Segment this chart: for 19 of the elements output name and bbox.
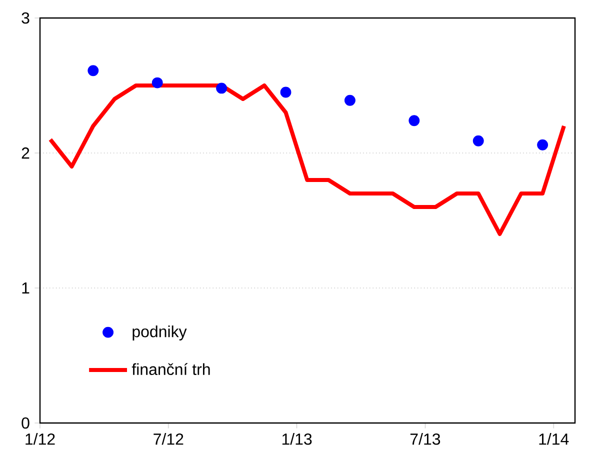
point <box>152 77 163 88</box>
point <box>408 115 420 126</box>
point <box>88 65 99 76</box>
y-tick-label: 3 <box>22 12 30 24</box>
x-tick-label: 7/13 <box>410 433 440 445</box>
y-tick-label: 2 <box>22 147 30 159</box>
point <box>472 135 484 146</box>
x-tick-label: 1/13 <box>282 433 312 445</box>
legend-label: finanční trh <box>132 363 210 376</box>
x-tick-label: 1/12 <box>26 433 55 445</box>
legend-label: podniky <box>132 326 187 340</box>
point <box>537 139 548 150</box>
x-tick-label: 1/14 <box>539 433 569 445</box>
point <box>280 86 292 98</box>
point <box>344 94 356 106</box>
y-tick-label: 0 <box>22 417 30 429</box>
x-tick-label: 7/12 <box>154 433 184 445</box>
point <box>216 82 228 94</box>
y-tick-label: 1 <box>22 282 30 294</box>
